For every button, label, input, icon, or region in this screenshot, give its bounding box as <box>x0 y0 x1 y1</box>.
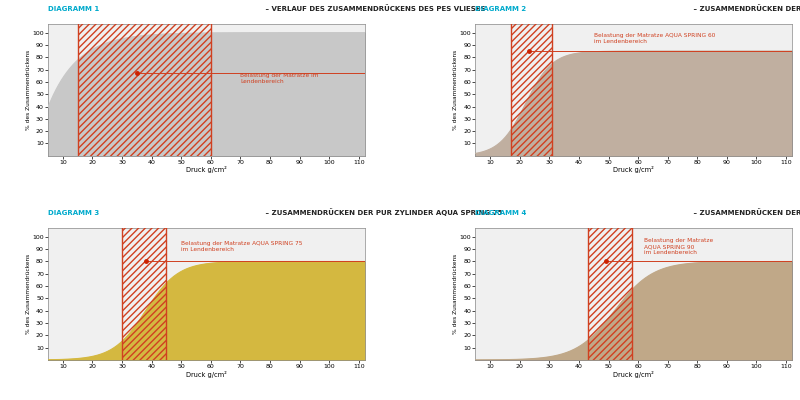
Text: Belastung der Matratze AQUA SPRING 60
im Lendenbereich: Belastung der Matratze AQUA SPRING 60 im… <box>594 33 715 44</box>
Text: Belastung der Matratze
AQUA SPRING 90
im Lendenbereich: Belastung der Matratze AQUA SPRING 90 im… <box>644 238 714 255</box>
Bar <box>122 228 166 360</box>
Text: DIAGRAMM 4: DIAGRAMM 4 <box>475 210 526 216</box>
Bar <box>511 24 552 156</box>
Y-axis label: % des Zusammendrückens: % des Zusammendrückens <box>26 50 31 130</box>
Text: – ZUSAMMENDRÜCKEN DER PUR ZYLINDER AQUA SPRING 60: – ZUSAMMENDRÜCKEN DER PUR ZYLINDER AQUA … <box>690 4 800 12</box>
Text: – ZUSAMMENDRÜCKEN DER PUR ZYLINDER AQUA SPRING 75: – ZUSAMMENDRÜCKEN DER PUR ZYLINDER AQUA … <box>263 208 502 216</box>
X-axis label: Druck g/cm²: Druck g/cm² <box>186 370 226 378</box>
Text: – ZUSAMMENDRÜCKEN DER PUR ZYLINDER AQUA SPRING 90: – ZUSAMMENDRÜCKEN DER PUR ZYLINDER AQUA … <box>690 208 800 216</box>
Y-axis label: % des Zusammendrückens: % des Zusammendrückens <box>454 254 458 334</box>
Text: DIAGRAMM 2 – ZUSAMMENDRÜCKEN DER PUR ZYLINDER AQUA SPRING 60: DIAGRAMM 2 – ZUSAMMENDRÜCKEN DER PUR ZYL… <box>475 4 766 12</box>
Text: DIAGRAMM 1: DIAGRAMM 1 <box>48 6 99 12</box>
X-axis label: Druck g/cm²: Druck g/cm² <box>186 166 226 173</box>
Text: Belastung der Matratze im
Lendenbereich: Belastung der Matratze im Lendenbereich <box>240 73 319 84</box>
Y-axis label: % des Zusammendrückens: % des Zusammendrückens <box>454 50 458 130</box>
Text: DIAGRAMM 1 – VERLAUF DES ZUSAMMENDRÜCKENS DES PES VLIESES: DIAGRAMM 1 – VERLAUF DES ZUSAMMENDRÜCKEN… <box>48 5 322 12</box>
X-axis label: Druck g/cm²: Druck g/cm² <box>614 370 654 378</box>
Text: DIAGRAMM 3 – ZUSAMMENDRÜCKEN DER PUR ZYLINDER AQUA SPRING 75: DIAGRAMM 3 – ZUSAMMENDRÜCKEN DER PUR ZYL… <box>48 208 338 216</box>
Text: – VERLAUF DES ZUSAMMENDRÜCKENS DES PES VLIESES: – VERLAUF DES ZUSAMMENDRÜCKENS DES PES V… <box>263 5 486 12</box>
Bar <box>588 228 632 360</box>
Y-axis label: % des Zusammendrückens: % des Zusammendrückens <box>26 254 31 334</box>
Bar <box>78 24 210 156</box>
Text: DIAGRAMM 2: DIAGRAMM 2 <box>475 6 526 12</box>
Text: DIAGRAMM 4 – ZUSAMMENDRÜCKEN DER PUR ZYLINDER AQUA SPRING 90: DIAGRAMM 4 – ZUSAMMENDRÜCKEN DER PUR ZYL… <box>475 208 766 216</box>
Text: DIAGRAMM 3: DIAGRAMM 3 <box>48 210 99 216</box>
Text: Belastung der Matratze AQUA SPRING 75
im Lendenbereich: Belastung der Matratze AQUA SPRING 75 im… <box>181 241 302 252</box>
X-axis label: Druck g/cm²: Druck g/cm² <box>614 166 654 173</box>
